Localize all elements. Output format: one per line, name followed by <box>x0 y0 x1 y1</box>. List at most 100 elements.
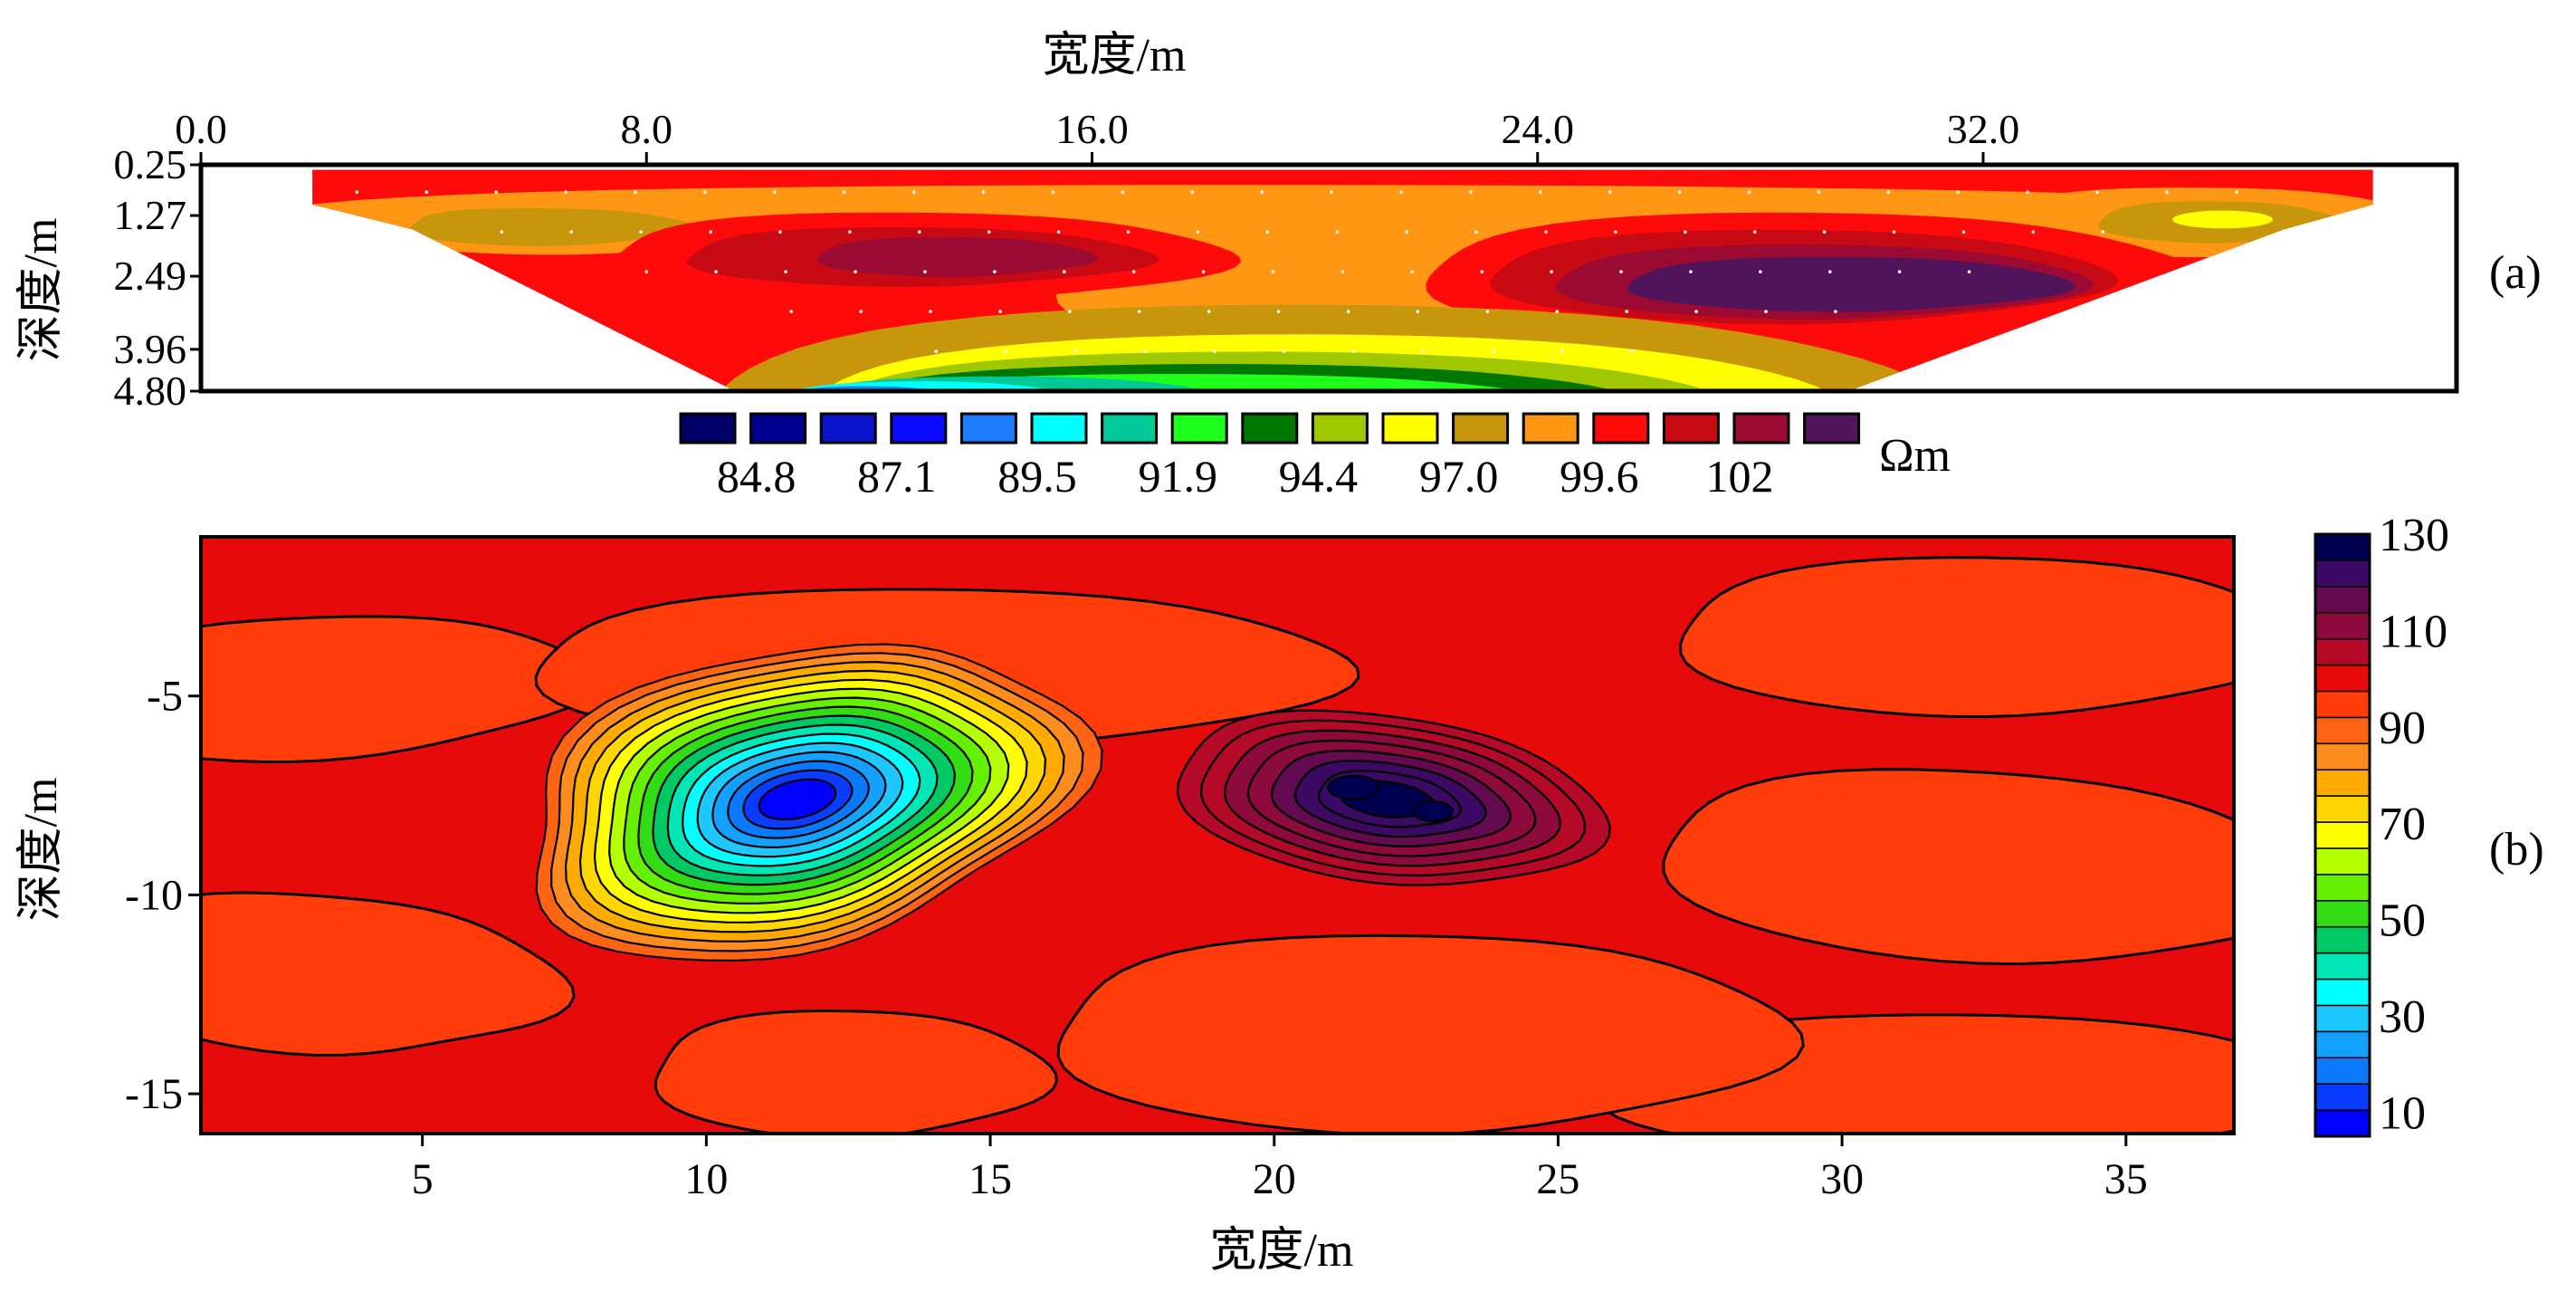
panel-a-data-point <box>998 310 1002 313</box>
panel-a-contour-region <box>817 236 1098 277</box>
panel-a-legend-label: 89.5 <box>997 451 1077 502</box>
panel-a-data-point <box>1625 310 1628 313</box>
panel-a-legend-label: 91.9 <box>1138 451 1217 502</box>
panel-a-data-point <box>494 190 498 195</box>
panel-a-data-point <box>703 190 707 195</box>
panel-b-contour-region <box>201 891 576 1058</box>
panel-a-data-point <box>1131 270 1136 273</box>
panel-b-ylabel: 深度/m <box>15 778 67 922</box>
panel-a-data-point <box>1694 310 1698 313</box>
panel-a-data-point <box>1410 270 1415 273</box>
panel-a-heatmap <box>312 169 2373 389</box>
panel-a-data-point <box>1346 310 1350 313</box>
panel-a-data-point <box>1752 230 1757 234</box>
panel-b-colorbar-segment <box>2314 533 2371 561</box>
panel-a-data-point <box>1213 349 1216 353</box>
panel-a-data-point <box>1539 190 1542 195</box>
panel-b-colorbar-segment <box>2314 874 2371 902</box>
panel-a-x-ticks: 0.0 8.0 16.0 24.0 32.0 <box>175 106 2019 165</box>
panel-b-colorbar-ticks: 130 110 90 70 50 30 10 <box>2379 510 2449 1139</box>
panel-b-colorbar-segment <box>2314 611 2371 640</box>
panel-a-data-point <box>1485 310 1490 313</box>
panel-a-data-point <box>1051 190 1055 195</box>
panel-a-data-point <box>784 270 787 273</box>
panel-b-colorbar-frame <box>2314 532 2371 1138</box>
panel-a-contour-region <box>1627 256 2076 312</box>
panel-b-colorbar-segment <box>2314 664 2371 693</box>
panel-a-data-point <box>1068 310 1072 313</box>
panel-b-colorbar-segment <box>2314 690 2371 719</box>
panel-a-data-point <box>772 190 777 195</box>
panel-a-data-point <box>1399 190 1403 195</box>
panel-a: 宽度/m 0.0 8.0 16.0 24.0 32.0 0.25 1.27 2.49 3.96… <box>15 30 2542 502</box>
panel-a-legend-swatch <box>1311 412 1369 445</box>
panel-a-data-point <box>1817 190 1821 195</box>
panel-a-data-point <box>1747 190 1751 195</box>
panel-b-x-tick-label: 15 <box>968 1155 1012 1203</box>
panel-a-data-point <box>1764 310 1768 313</box>
panel-a-data-point <box>1201 270 1206 273</box>
panel-b-colorbar-segment <box>2314 952 2371 981</box>
panel-a-data-point <box>1677 190 1682 195</box>
panel-a-data-point <box>569 230 573 234</box>
panel-a-data-point <box>2031 230 2036 234</box>
panel-b-colorbar-segment <box>2314 637 2371 666</box>
panel-b-contour-region <box>654 1009 1059 1134</box>
panel-a-y-tick-label: 4.80 <box>114 368 187 414</box>
panel-a-data-point <box>1630 349 1635 353</box>
panel-b-colorbar-tick-label: 70 <box>2379 799 2426 850</box>
panel-a-data-point <box>981 190 986 195</box>
panel-b-colorbar-segment <box>2314 1109 2371 1137</box>
panel-a-data-point <box>1967 270 1971 273</box>
panel-b-xlabel: 宽度/m <box>1210 1225 1354 1277</box>
panel-a-data-points <box>355 190 2238 353</box>
panel-a-legend-swatch <box>1803 412 1861 445</box>
panel-b-contour-region <box>1678 556 2234 719</box>
panel-a-data-point <box>1683 230 1687 234</box>
panel-a-legend-label: 84.8 <box>717 451 797 502</box>
panel-b-colorbar-segment <box>2314 769 2371 797</box>
panel-a-data-point <box>1961 230 1966 234</box>
panel-b-colorbar-segment <box>2314 978 2371 1007</box>
panel-a-data-point <box>993 270 997 273</box>
panel-a-legend-swatch <box>1170 412 1228 445</box>
panel-a-contour-region <box>2172 210 2273 229</box>
panel-a-data-point <box>1608 190 1612 195</box>
panel-b-contour-region <box>1056 933 1805 1134</box>
panel-a-data-point <box>1073 349 1077 353</box>
panel-a-legend-swatch <box>1592 412 1650 445</box>
panel-b-colorbar-segment <box>2314 821 2371 849</box>
panel-a-legend-swatch <box>679 412 737 445</box>
panel-a-data-point <box>1126 230 1131 234</box>
panel-a-legend-label: 87.1 <box>857 451 937 502</box>
panel-a-data-point <box>1834 310 1837 313</box>
panel-a-data-point <box>1207 310 1211 313</box>
panel-b-colorbar-segment <box>2314 1004 2371 1033</box>
panel-a-y-tick-label: 1.27 <box>114 192 187 238</box>
panel-b-contour-fills <box>201 556 2234 1134</box>
panel-b-colorbar-segment <box>2314 1083 2371 1111</box>
panel-b-x-ticks: 5 10 15 20 25 30 35 <box>412 1134 2148 1203</box>
panel-a-legend-label: 97.0 <box>1419 451 1499 502</box>
panel-b-contour-region <box>1662 768 2234 966</box>
panel-b-colorbar-tick-label: 30 <box>2379 991 2426 1043</box>
panel-a-frame <box>198 162 2459 394</box>
panel-a-data-point <box>500 230 504 234</box>
panel-a-data-point <box>1689 270 1693 273</box>
panel-b-heatmap <box>201 537 2234 1134</box>
panel-b-colorbar-segment <box>2314 847 2371 876</box>
panel-b-colorbar-segment <box>2314 586 2371 614</box>
panel-a-x-tick-label: 16.0 <box>1055 106 1129 152</box>
panel-a-contour-fills <box>312 185 2373 389</box>
panel-b-colorbar-segment <box>2314 742 2371 770</box>
panel-a-legend-swatch <box>1662 412 1720 445</box>
panel-a-legend-swatch <box>1452 412 1510 445</box>
panel-a-y-tick-label: 2.49 <box>114 253 187 299</box>
panel-b-colorbar-tick-label: 10 <box>2379 1087 2426 1139</box>
panel-a-data-point <box>1265 230 1270 234</box>
panel-b-colorbar-segment <box>2314 716 2371 745</box>
panel-a-data-point <box>644 270 649 273</box>
panel-b-x-tick-label: 30 <box>1820 1155 1864 1203</box>
panel-a-data-point <box>1062 270 1066 273</box>
